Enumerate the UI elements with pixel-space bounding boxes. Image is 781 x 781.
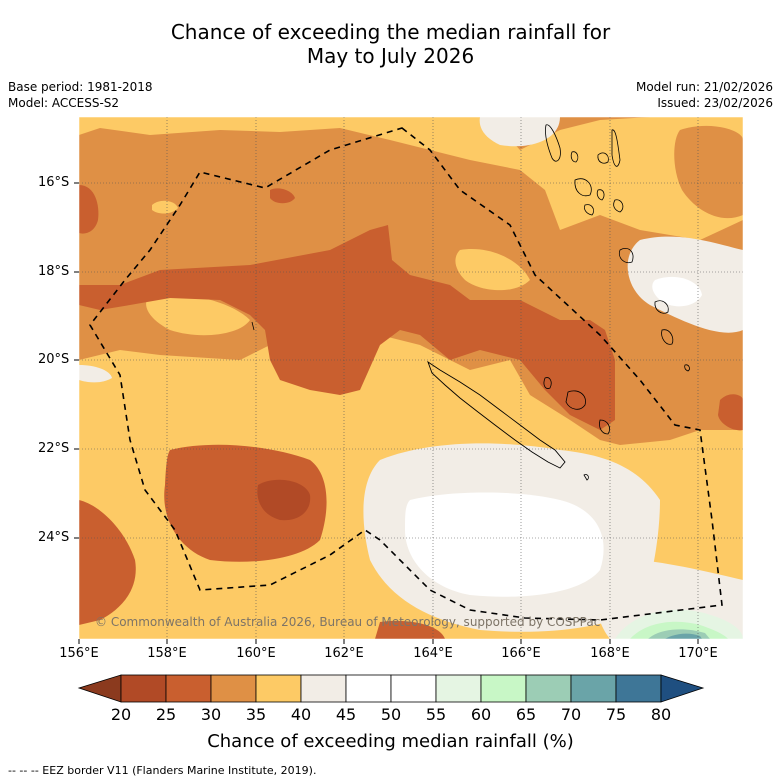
colorbar-40-45 [300, 674, 347, 703]
colorbar-tick-25: 25 [155, 705, 177, 724]
island-vanuatu-6 [613, 199, 624, 213]
colorbar-45-50 [345, 674, 392, 703]
colorbar-tick-40: 40 [290, 705, 312, 724]
new-caledonia-island [427, 360, 566, 469]
region-25-30-west [79, 500, 136, 625]
region-35-40-center [455, 249, 530, 291]
model-name: Model: ACCESS-S2 [8, 96, 120, 110]
region-35-40-spot [152, 200, 178, 214]
colorbar-tick-55: 55 [425, 705, 447, 724]
colorbar-25-30 [165, 674, 212, 703]
axis-ticks [74, 182, 699, 644]
region-25-30-east [718, 394, 743, 431]
lon-label-162e: 162°E [324, 646, 364, 661]
colorbar [77, 674, 705, 703]
colorbar-tick-60: 60 [470, 705, 492, 724]
lat-label-24s: 24°S [38, 530, 70, 545]
lon-label-168e: 168°E [590, 646, 630, 661]
colorbar-title: Chance of exceeding median rainfall (%) [207, 731, 574, 752]
colorbar-above-80 [660, 674, 705, 703]
island-vanuatu-4 [611, 129, 621, 167]
model-run: Model run: 21/02/2026 [635, 80, 773, 94]
meta-right: Model run: 21/02/2026 Issued: 23/02/2026 [636, 79, 773, 111]
region-25-30-spot [270, 188, 295, 204]
rainfall-map [79, 117, 743, 639]
region-45-55-south [405, 492, 604, 597]
colorbar-tick-65: 65 [515, 705, 537, 724]
colorbar-55-60 [435, 674, 482, 703]
region-25-30-southwest [164, 444, 327, 562]
region-30-35-northeast [674, 125, 743, 219]
colorbar-tick-35: 35 [245, 705, 267, 724]
region-35-40-north [79, 117, 743, 240]
colorbar-60-65 [480, 674, 527, 703]
title-line-1: Chance of exceeding the median rainfall … [170, 20, 611, 44]
island-vanuatu-efate [584, 204, 594, 216]
lat-label-16s: 16°S [38, 175, 70, 190]
colorbar-tick-20: 20 [110, 705, 132, 724]
base-period: Base period: 1981-2018 [8, 80, 153, 94]
lat-label-22s: 22°S [38, 441, 70, 456]
colorbar-70-75 [570, 674, 617, 703]
lon-label-156e: 156°E [59, 646, 99, 661]
island-matthew [684, 364, 690, 372]
island-loyalty-3 [599, 419, 610, 435]
colorbar-tick-45: 45 [335, 705, 357, 724]
region-45-55-east [652, 276, 702, 307]
colorbar-50-55 [390, 674, 437, 703]
meta-left: Base period: 1981-2018 Model: ACCESS-S2 [8, 79, 153, 111]
island-reef-1 [251, 321, 255, 331]
lon-label-164e: 164°E [413, 646, 453, 661]
region-70-75-se [665, 633, 702, 639]
lat-label-20s: 20°S [38, 352, 70, 367]
colorbar-tick-30: 30 [200, 705, 222, 724]
island-vanuatu-2 [570, 151, 579, 163]
region-35-40-west [146, 293, 250, 336]
lon-label-166e: 166°E [501, 646, 541, 661]
colorbar-tick-75: 75 [605, 705, 627, 724]
region-20-25-southwest [257, 479, 311, 521]
title-line-2: May to July 2026 [306, 44, 475, 68]
colorbar-30-35 [210, 674, 257, 703]
eez-border [89, 127, 723, 621]
lat-label-18s: 18°S [38, 264, 70, 279]
issued-date: Issued: 23/02/2026 [657, 96, 773, 110]
region-25-30-bottom [375, 620, 445, 639]
colorbar-below-20 [77, 674, 122, 703]
island-vanuatu-tanna [654, 300, 669, 314]
island-loyalty-2 [565, 390, 586, 410]
eez-footnote: -- -- -- EEZ border V11 (Flanders Marine… [8, 764, 317, 777]
region-40-45-west [79, 365, 112, 383]
lon-label-170e: 170°E [678, 646, 718, 661]
island-vanuatu-malakula [574, 178, 592, 197]
island-vanuatu-aneityum [661, 329, 674, 345]
region-35-40-spot-2 [115, 473, 145, 498]
island-loyalty-1 [543, 377, 552, 389]
lon-label-158e: 158°E [147, 646, 187, 661]
map-frame [78, 116, 744, 640]
island-vanuatu-5 [596, 189, 605, 201]
island-isle-of-pines [583, 474, 589, 481]
colorbar-20-25 [120, 674, 167, 703]
colorbar-tick-70: 70 [560, 705, 582, 724]
colorbar-65-70 [525, 674, 572, 703]
colorbar-tick-80: 80 [650, 705, 672, 724]
gridlines [79, 117, 743, 639]
island-vanuatu-3 [597, 152, 609, 164]
colorbar-tick-50: 50 [380, 705, 402, 724]
region-25-30-central [79, 225, 615, 430]
island-vanuatu-erromango [618, 247, 634, 264]
colorbar-75-80 [615, 674, 662, 703]
region-40-45-north [479, 117, 560, 147]
colorbar-35-40 [255, 674, 302, 703]
lon-label-160e: 160°E [236, 646, 276, 661]
island-vanuatu-santo [545, 124, 561, 162]
copyright-notice: © Commonwealth of Australia 2026, Bureau… [95, 615, 601, 629]
region-25-30-northwest [79, 185, 99, 234]
